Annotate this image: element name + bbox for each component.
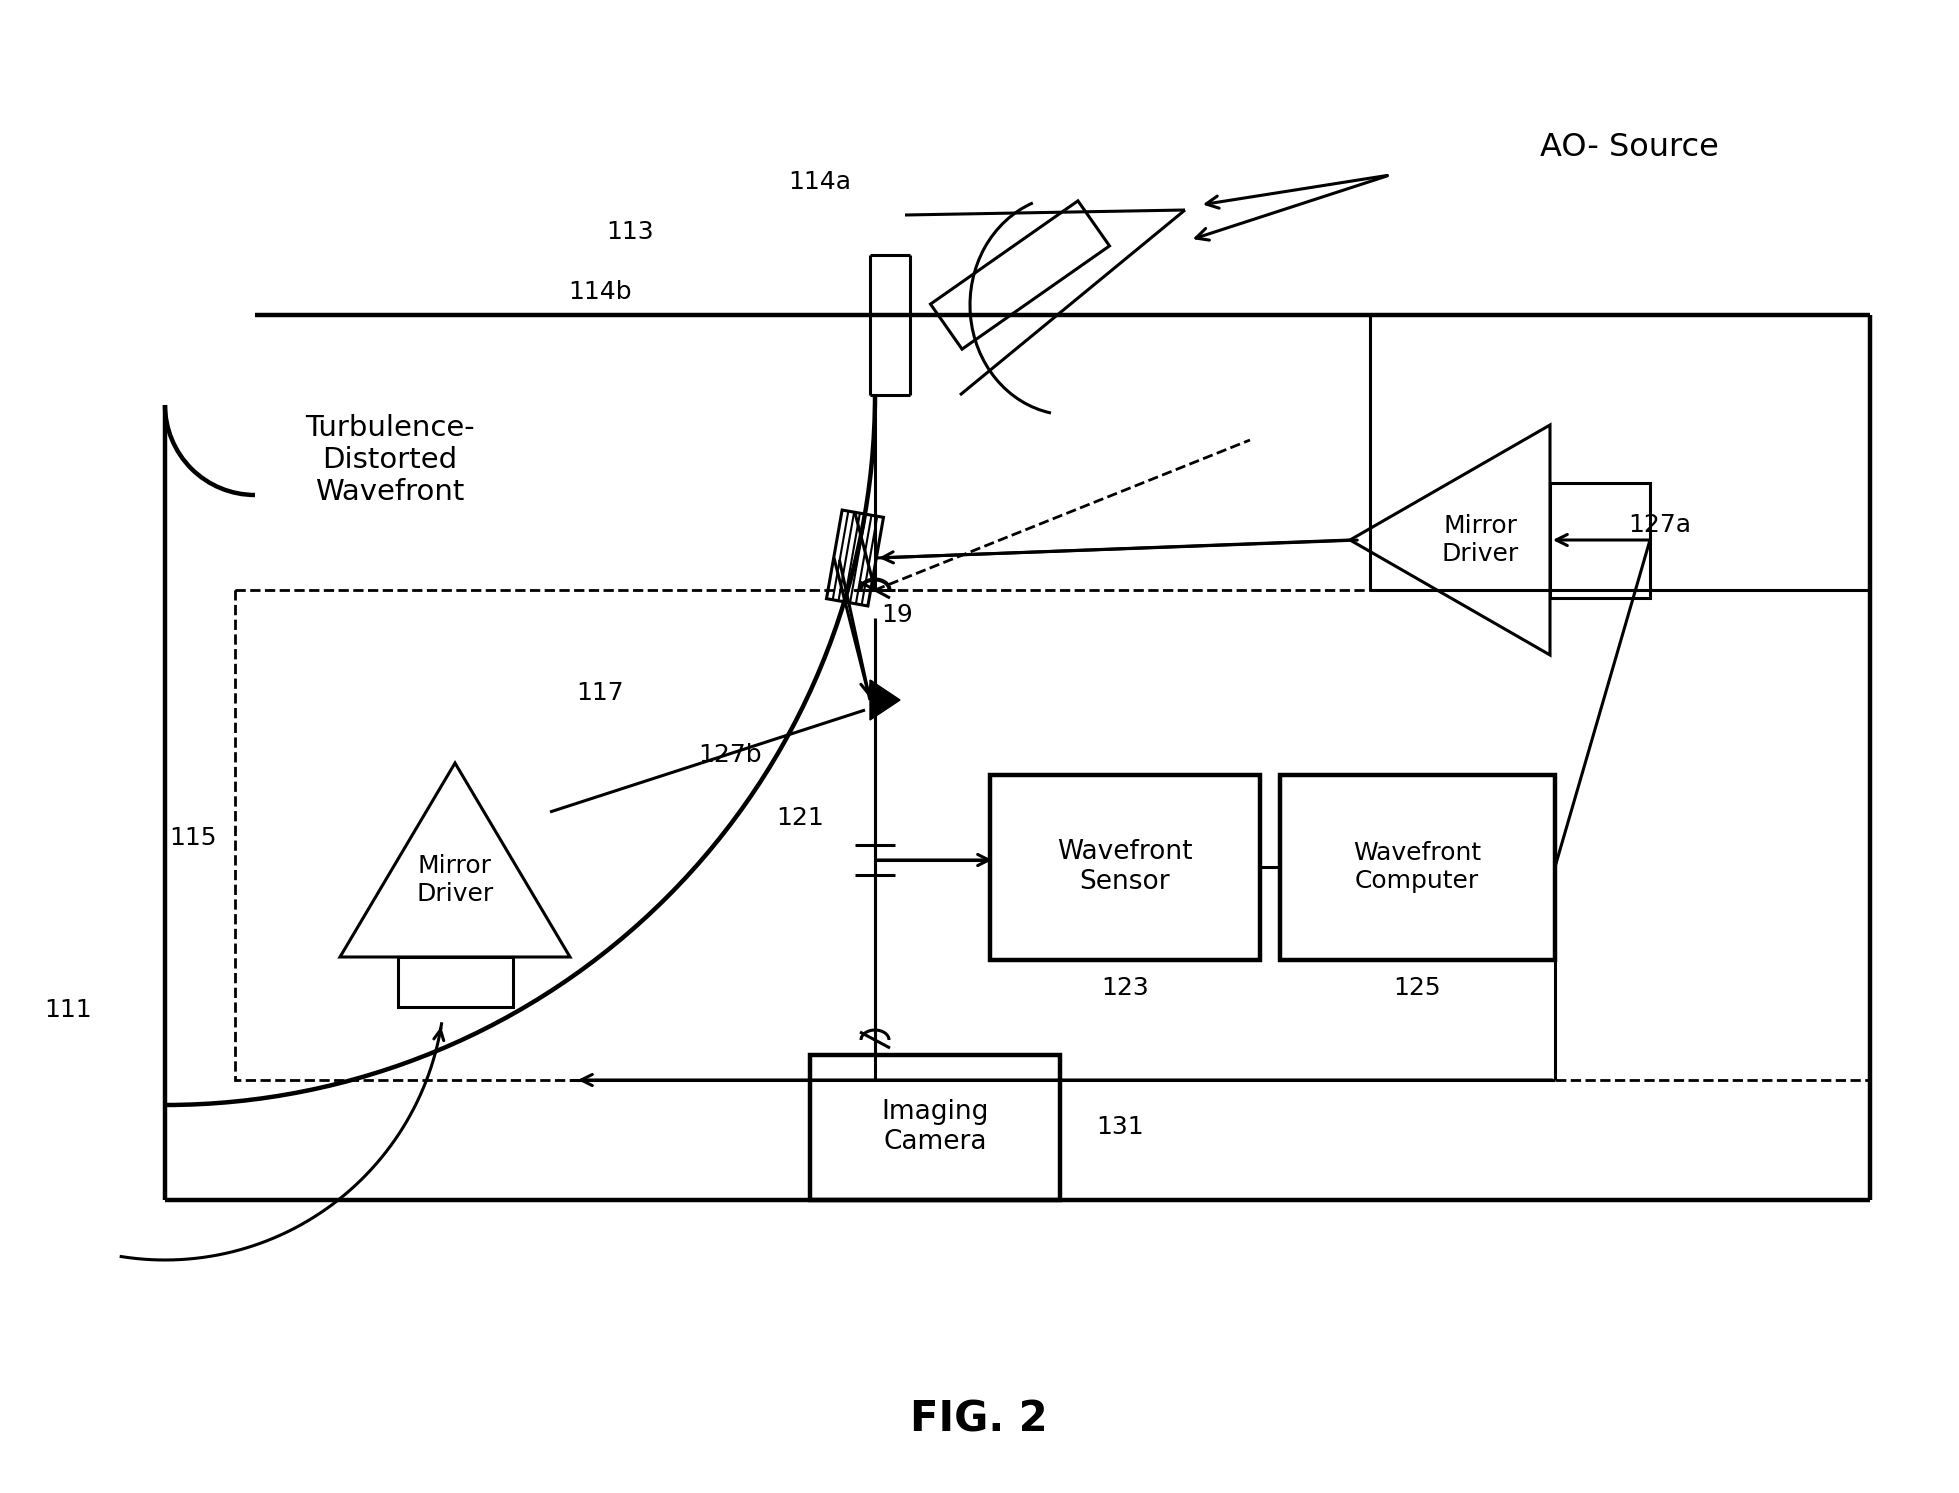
- Bar: [989, 775, 1260, 960]
- Text: Wavefront
Computer: Wavefront Computer: [1354, 841, 1481, 893]
- Text: Mirror
Driver: Mirror Driver: [1442, 514, 1518, 566]
- Text: 127a: 127a: [1628, 514, 1691, 537]
- Text: 125: 125: [1393, 976, 1440, 1000]
- Bar: [235, 590, 1871, 1079]
- Text: AO- Source: AO- Source: [1540, 133, 1718, 164]
- Polygon shape: [870, 679, 899, 720]
- Text: 114b: 114b: [568, 281, 633, 305]
- Bar: [809, 1056, 1060, 1200]
- Text: 19: 19: [882, 603, 913, 627]
- Text: 121: 121: [776, 806, 825, 830]
- Text: 113: 113: [605, 219, 654, 243]
- Text: Imaging
Camera: Imaging Camera: [882, 1099, 989, 1156]
- Text: Turbulence-
Distorted
Wavefront: Turbulence- Distorted Wavefront: [306, 414, 474, 506]
- Text: 127b: 127b: [697, 744, 762, 767]
- Text: Wavefront
Sensor: Wavefront Sensor: [1058, 839, 1193, 894]
- Bar: [1550, 484, 1649, 599]
- Text: 123: 123: [1101, 976, 1148, 1000]
- Text: FIG. 2: FIG. 2: [911, 1399, 1048, 1441]
- Bar: [398, 957, 513, 1006]
- Text: 111: 111: [45, 997, 92, 1023]
- Text: Mirror
Driver: Mirror Driver: [417, 854, 494, 906]
- Bar: [1279, 775, 1555, 960]
- Text: 117: 117: [576, 681, 623, 705]
- Text: 115: 115: [168, 826, 217, 850]
- Text: 131: 131: [1097, 1115, 1144, 1139]
- Text: 114a: 114a: [789, 170, 852, 194]
